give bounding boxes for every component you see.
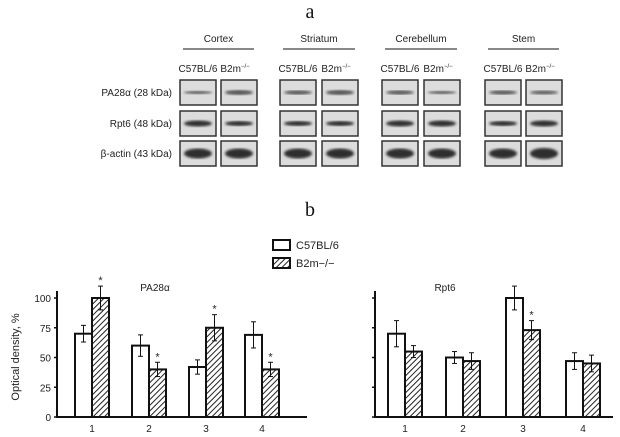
legend-swatch-c57bl6	[272, 239, 291, 251]
sample-label-b2m: B2m−/−	[220, 64, 250, 75]
protein-band	[225, 121, 253, 126]
y-tick-label: 25	[40, 383, 52, 394]
protein-band	[386, 120, 414, 127]
legend-label-c57bl6: C57BL/6	[296, 240, 339, 252]
protein-band	[284, 121, 312, 126]
y-axis-label: Optical density, %	[10, 313, 22, 400]
significance-asterisk: *	[529, 310, 534, 322]
y-tick-label: 50	[40, 354, 52, 365]
protein-band	[184, 120, 212, 127]
bar-b2m	[91, 297, 110, 418]
x-tick-label: 4	[580, 424, 586, 435]
row-label: PA28α (28 kDa)	[101, 88, 172, 99]
protein-band	[489, 121, 517, 126]
chart-rpt6: Rpt6 1 2 3 4 *	[372, 283, 613, 435]
panel-b-label: b	[305, 199, 315, 221]
protein-band	[326, 148, 354, 159]
tissue-label: Cortex	[204, 34, 233, 45]
chart-title: PA28α	[140, 283, 170, 294]
protein-band	[225, 148, 253, 159]
sample-label-c57bl6: C57BL/6	[381, 64, 420, 75]
significance-asterisk: *	[155, 351, 160, 363]
bar-c57bl6	[445, 356, 464, 418]
sample-label-c57bl6: C57BL/6	[279, 64, 318, 75]
protein-band	[284, 148, 312, 159]
significance-asterisk: *	[212, 304, 217, 316]
significance-asterisk: *	[268, 351, 273, 363]
row-label: Rpt6 (48 kDa)	[110, 119, 172, 130]
protein-band	[530, 148, 558, 159]
x-tick-label: 3	[203, 424, 209, 435]
x-tick-label: 2	[460, 424, 466, 435]
bar-c57bl6	[74, 332, 93, 419]
sample-label-c57bl6: C57BL/6	[179, 64, 218, 75]
x-tick-label: 1	[89, 424, 95, 435]
chart-pa28a: PA28α 0 25 50 75 100 1 2 3 4 * * * *	[34, 275, 307, 435]
tissue-label: Striatum	[300, 34, 337, 45]
bar-b2m	[522, 329, 541, 419]
legend-swatch-b2m	[272, 257, 291, 269]
x-tick-label: 2	[146, 424, 152, 435]
protein-band	[428, 148, 456, 159]
sample-label-b2m: B2m−/−	[321, 64, 351, 75]
sample-label-c57bl6: C57BL/6	[484, 64, 523, 75]
sample-label-b2m: B2m−/−	[423, 64, 453, 75]
sample-label-b2m: B2m−/−	[525, 64, 555, 75]
protein-band	[184, 91, 212, 94]
protein-band	[326, 121, 354, 126]
x-tick-label: 4	[259, 424, 265, 435]
protein-band	[225, 90, 253, 95]
protein-band	[489, 90, 517, 95]
y-tick-label: 0	[45, 413, 51, 424]
protein-band	[489, 148, 517, 159]
significance-asterisk: *	[98, 275, 103, 287]
protein-band	[326, 90, 354, 95]
x-tick-label: 1	[402, 424, 408, 435]
row-label: β-actin (43 kDa)	[101, 149, 172, 160]
panel-a-label: a	[306, 1, 315, 23]
protein-band	[386, 148, 414, 159]
protein-band	[386, 90, 414, 95]
tissue-label: Cerebellum	[395, 34, 446, 45]
protein-band	[530, 90, 558, 95]
y-tick-label: 75	[40, 324, 52, 335]
protein-band	[184, 148, 212, 159]
protein-band	[428, 120, 456, 127]
x-tick-label: 3	[520, 424, 526, 435]
bar-b2m	[404, 350, 423, 418]
protein-band	[284, 90, 312, 95]
tissue-label: Stem	[512, 34, 535, 45]
legend-label-b2m: B2m−/−	[296, 258, 335, 270]
bar-c57bl6	[505, 297, 524, 418]
protein-band	[530, 120, 558, 127]
chart-title: Rpt6	[434, 283, 456, 294]
protein-band	[428, 91, 456, 94]
legend: C57BL/6 B2m−/−	[272, 239, 339, 270]
y-tick-label: 100	[34, 294, 51, 305]
